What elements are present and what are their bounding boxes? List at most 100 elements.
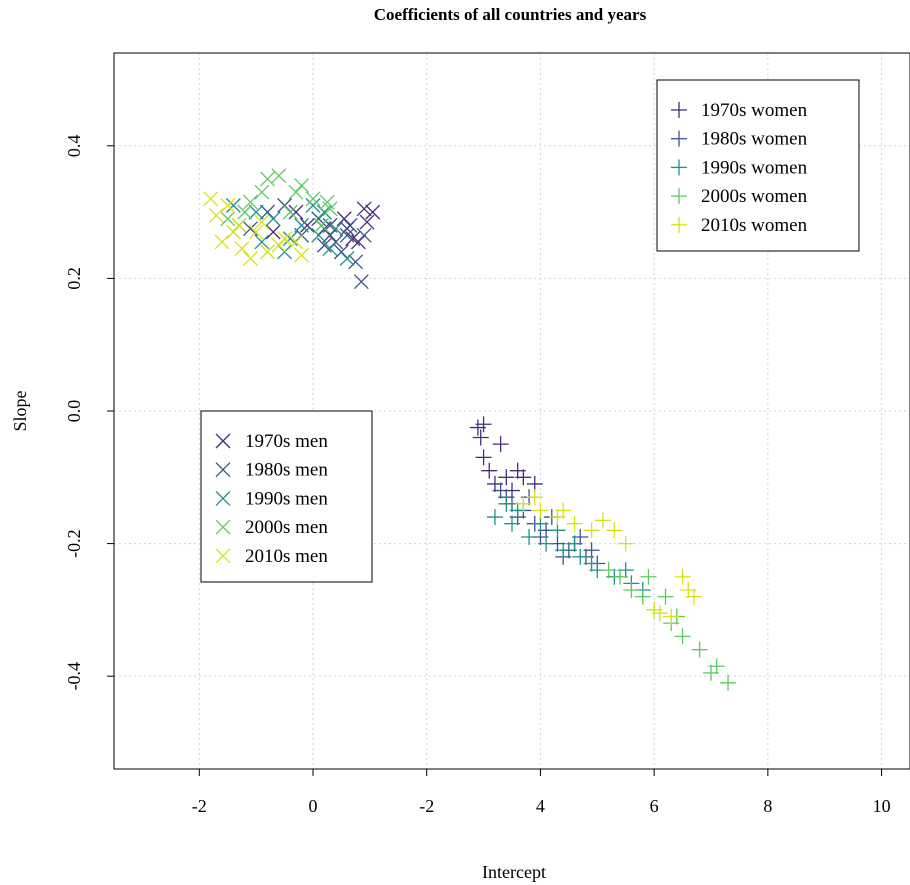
x-tick-label: 10 bbox=[873, 796, 891, 816]
data-point bbox=[319, 194, 335, 210]
data-point bbox=[532, 502, 549, 519]
data-point bbox=[674, 628, 691, 645]
legend-marker bbox=[671, 159, 687, 176]
data-point bbox=[260, 204, 275, 220]
legend-box bbox=[656, 79, 860, 252]
data-point bbox=[248, 224, 264, 240]
legend-entry-label: 2010s women bbox=[701, 215, 808, 236]
data-point bbox=[220, 211, 236, 227]
data-point bbox=[504, 515, 520, 532]
legend-marker bbox=[671, 130, 687, 147]
series-1980s-women bbox=[492, 482, 606, 572]
series-2010s-women bbox=[515, 489, 702, 625]
data-point bbox=[242, 251, 258, 266]
data-point bbox=[305, 191, 321, 207]
data-point bbox=[288, 204, 304, 220]
data-point bbox=[526, 489, 543, 506]
data-point bbox=[515, 469, 532, 486]
series-2010s-men bbox=[203, 191, 310, 266]
data-point bbox=[492, 436, 509, 453]
data-point bbox=[322, 241, 338, 257]
data-point bbox=[282, 204, 298, 220]
x-tick-label: 6 bbox=[650, 796, 659, 816]
legend-marker bbox=[671, 102, 687, 118]
data-point bbox=[294, 178, 310, 194]
data-point bbox=[265, 224, 281, 240]
y-axis-ticks: -0.4 -0.2 0.0 0.2 0.4 bbox=[64, 135, 115, 691]
x-tick-label: -2 bbox=[419, 796, 434, 816]
legend-entry-label: 1970s men bbox=[245, 431, 328, 452]
data-point bbox=[498, 495, 515, 512]
data-point bbox=[634, 588, 651, 605]
data-point bbox=[339, 251, 355, 266]
x-tick-label: 4 bbox=[536, 796, 545, 816]
x-tick-label: 0 bbox=[309, 796, 318, 816]
data-point bbox=[225, 198, 241, 213]
data-point bbox=[225, 224, 241, 240]
data-point bbox=[305, 198, 321, 213]
data-point bbox=[623, 582, 640, 598]
data-point bbox=[486, 509, 503, 526]
series-1970s-women bbox=[469, 416, 543, 499]
data-point bbox=[336, 211, 352, 227]
legend-marker bbox=[215, 548, 231, 564]
data-point bbox=[328, 221, 344, 237]
data-point bbox=[231, 217, 247, 233]
series-1980s-men bbox=[242, 198, 372, 290]
legend-entry-label: 2000s men bbox=[245, 517, 328, 538]
data-point bbox=[521, 528, 538, 545]
data-point bbox=[600, 562, 617, 579]
data-point bbox=[566, 535, 583, 552]
data-point bbox=[353, 274, 369, 290]
data-point bbox=[703, 664, 719, 681]
data-point bbox=[617, 535, 634, 552]
data-point bbox=[657, 588, 674, 605]
x-tick-label: -2 bbox=[192, 796, 207, 816]
data-point bbox=[208, 207, 224, 223]
x-axis-label: Intercept bbox=[482, 862, 546, 882]
data-point bbox=[481, 462, 498, 479]
data-point bbox=[277, 198, 293, 213]
data-point bbox=[299, 217, 315, 233]
data-point bbox=[663, 608, 680, 625]
legend-men: 1970s men 1980s men 1990s men 2000s men 2010… bbox=[200, 410, 373, 583]
legend-entry-label: 1990s women bbox=[701, 157, 808, 178]
legend-entry-label: 1970s women bbox=[701, 100, 808, 121]
y-tick-label: 0.2 bbox=[64, 267, 84, 290]
series-2000s-women bbox=[600, 562, 737, 691]
data-point bbox=[472, 429, 489, 446]
data-point bbox=[498, 469, 515, 486]
x-axis-ticks: -2 0 -2 4 6 8 10 bbox=[192, 768, 891, 816]
legend-entry-label: 2000s women bbox=[701, 186, 808, 207]
data-points bbox=[203, 168, 737, 691]
data-point bbox=[288, 184, 304, 200]
data-point bbox=[651, 605, 668, 622]
data-point bbox=[342, 217, 358, 233]
data-point bbox=[572, 548, 589, 565]
x-tick-label: 8 bbox=[763, 796, 772, 816]
data-point bbox=[234, 241, 250, 257]
data-point bbox=[214, 234, 230, 250]
data-point bbox=[260, 171, 275, 187]
y-tick-label: -0.2 bbox=[64, 529, 84, 558]
legend-box bbox=[200, 410, 373, 583]
legend-marker bbox=[671, 216, 687, 233]
y-tick-label: -0.4 bbox=[64, 662, 84, 691]
y-tick-label: 0.0 bbox=[64, 400, 84, 423]
data-point bbox=[348, 254, 364, 270]
data-point bbox=[271, 168, 287, 184]
data-point bbox=[333, 244, 349, 260]
y-axis-label: Slope bbox=[10, 390, 30, 431]
data-point bbox=[271, 237, 287, 253]
legend-entry-label: 1980s men bbox=[245, 460, 328, 481]
series-2000s-men bbox=[220, 168, 338, 233]
data-point bbox=[555, 542, 572, 559]
data-point bbox=[720, 674, 737, 691]
data-point bbox=[365, 204, 381, 220]
data-point bbox=[640, 568, 657, 585]
data-point bbox=[538, 535, 555, 552]
legend-marker bbox=[215, 462, 231, 478]
data-point bbox=[277, 231, 293, 247]
data-point bbox=[248, 204, 264, 220]
